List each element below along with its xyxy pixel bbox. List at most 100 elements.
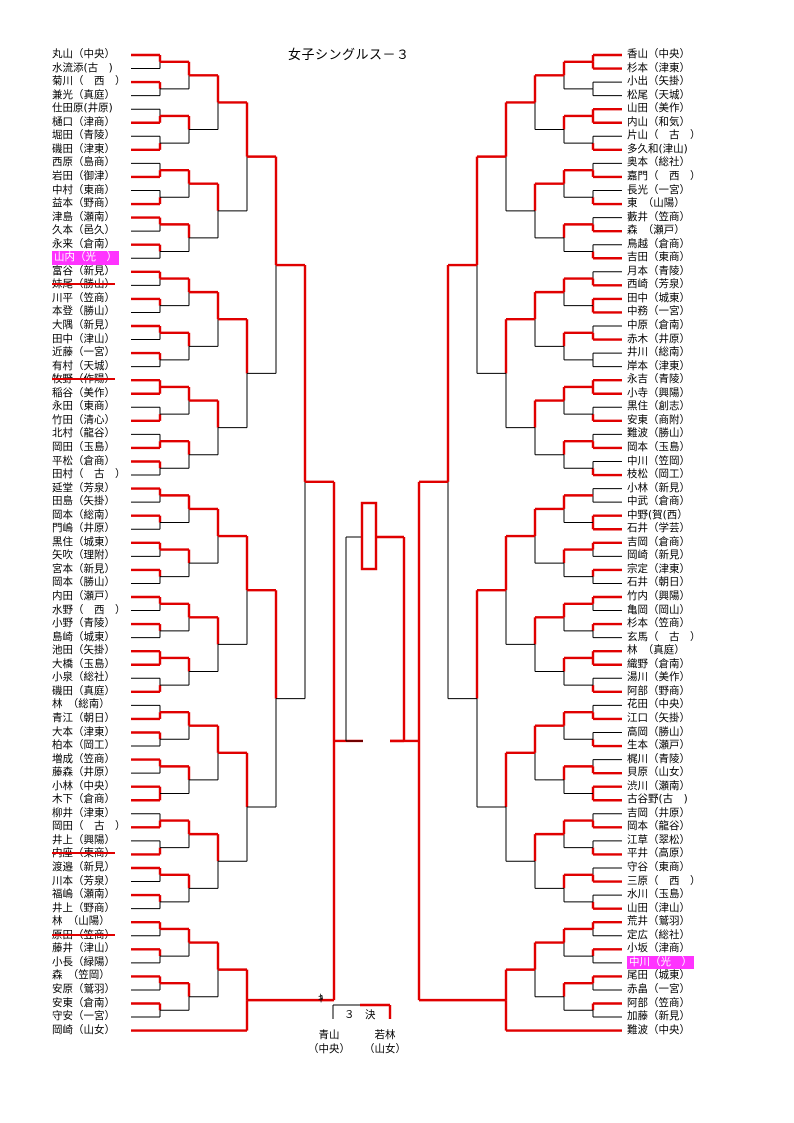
- right-entry-56: 吉岡（井原）: [627, 806, 690, 819]
- third-place-school-left: （中央）: [308, 1043, 350, 1055]
- right-entry-33: 中武（倉商）: [627, 495, 690, 508]
- right-entry-64: 荒井（鷲羽）: [627, 915, 690, 928]
- right-entry-27: 安東（商附）: [627, 413, 690, 426]
- right-entry-58: 江草（翠松）: [627, 833, 690, 846]
- right-entry-1: 杉本（津東）: [627, 61, 690, 74]
- left-entry-2: 菊川（ 西 ）: [52, 75, 126, 88]
- third-place-player-right: 若林: [374, 1029, 396, 1041]
- right-entry-37: 岡崎（新見）: [627, 549, 690, 562]
- left-entry-25: 稲谷（美作）: [52, 386, 115, 399]
- right-entry-41: 亀岡（岡山）: [627, 603, 690, 616]
- right-entry-30: 中川（笠岡）: [627, 454, 690, 467]
- left-entry-19: 本登（勝山）: [52, 305, 115, 318]
- right-entry-50: 高岡（勝山）: [627, 725, 690, 738]
- left-entry-32: 延堂（芳泉）: [52, 481, 115, 494]
- left-entry-27: 竹田（清心）: [52, 413, 115, 426]
- left-entry-64: 林 （山陽）: [52, 915, 110, 928]
- right-entry-14: 鳥越（倉商）: [627, 237, 690, 250]
- right-entry-19: 中務（一宮）: [627, 305, 690, 318]
- right-entry-0: 香山（中央）: [627, 48, 690, 60]
- right-entry-32: 小林（新見）: [627, 481, 690, 494]
- left-entry-30: 平松（倉商）: [52, 454, 115, 467]
- right-entry-13: 森 （瀬戸）: [627, 224, 685, 237]
- right-entry-18: 田中（城東）: [627, 291, 690, 304]
- left-entry-29: 岡田（玉島）: [52, 440, 115, 453]
- left-entry-61: 川本（芳泉）: [52, 874, 115, 887]
- right-entry-48: 花田（中央）: [627, 698, 690, 711]
- left-entry-67: 小長（緑陽）: [52, 955, 115, 968]
- left-entry-11: 益本（野商）: [52, 197, 115, 210]
- left-entry-21: 田中（津山）: [52, 332, 115, 345]
- left-entry-35: 門嶋（井原）: [52, 522, 115, 535]
- left-entry-24: 牧野（作陽）: [52, 373, 115, 386]
- right-entry-69: 赤畠（一宮）: [627, 982, 690, 995]
- left-entry-33: 田島（矢掛）: [52, 495, 115, 508]
- left-entry-10: 中村（東商）: [52, 183, 115, 196]
- left-entry-46: 小泉（総社）: [52, 671, 115, 684]
- right-entry-68: 尾田（城東）: [627, 969, 690, 982]
- left-entry-63: 井上（野商）: [52, 901, 115, 914]
- right-entry-8: 奥本（総社）: [627, 156, 690, 169]
- left-entry-57: 岡田（ 古 ）: [52, 820, 126, 833]
- right-entry-29: 岡本（玉島）: [627, 440, 690, 453]
- right-entry-31: 枝松（岡工）: [627, 468, 690, 481]
- right-entry-21: 赤木（井原）: [627, 332, 690, 345]
- left-entry-5: 樋口（津商）: [52, 115, 115, 128]
- right-entry-2: 小出（矢掛）: [627, 75, 690, 88]
- left-entry-9: 岩田（御津）: [52, 169, 115, 182]
- left-entry-13: 久本（邑久）: [52, 224, 115, 237]
- right-entry-59: 平井（高原）: [627, 847, 690, 860]
- right-entry-62: 水川（玉島）: [627, 888, 690, 901]
- left-entry-70: 安東（倉南）: [52, 996, 115, 1009]
- left-entry-66: 藤井（津山）: [52, 942, 115, 955]
- left-entry-60: 渡邉（新見）: [52, 861, 115, 873]
- right-entry-22: 井川（総南）: [627, 346, 690, 359]
- right-entry-26: 黒住（創志）: [627, 400, 690, 413]
- left-entry-42: 小野（青陵）: [52, 617, 115, 630]
- right-entry-66: 小坂（津商）: [627, 942, 690, 955]
- right-entry-60: 守谷（東商）: [627, 861, 690, 873]
- left-entry-58: 井上（興陽）: [52, 833, 115, 846]
- right-entry-46: 湯川（美作）: [627, 671, 690, 684]
- page-title: 女子シングルス－３: [288, 48, 410, 63]
- right-entry-5: 内山（和気）: [627, 115, 690, 128]
- left-entry-62: 福嶋（瀬南）: [52, 888, 115, 901]
- left-entry-26: 永田（東商）: [52, 400, 115, 413]
- right-entry-3: 松尾（天城）: [627, 88, 690, 101]
- left-entry-72: 岡崎（山女）: [52, 1023, 115, 1036]
- right-entry-38: 宗定（津東）: [627, 562, 690, 575]
- right-entry-40: 竹内（興陽）: [627, 590, 690, 602]
- right-entry-53: 貝原（山女）: [627, 766, 690, 779]
- left-entry-49: 青江（朝日）: [52, 711, 115, 724]
- left-entry-8: 西原（島商）: [52, 156, 115, 169]
- left-entry-14: 永来（倉南）: [52, 237, 115, 250]
- right-entry-17: 西崎（芳泉）: [627, 278, 690, 291]
- left-entry-41: 水野（ 西 ）: [52, 603, 126, 616]
- left-entry-68: 森 （笠岡）: [52, 969, 110, 982]
- left-entry-47: 磯田（真庭）: [52, 684, 115, 697]
- left-entry-59: 内座（東商）: [52, 847, 115, 860]
- right-entry-54: 渋川（瀬南）: [627, 779, 690, 792]
- left-entry-18: 川平（笠商）: [52, 291, 115, 304]
- right-entry-45: 織野（倉南）: [627, 657, 690, 670]
- right-entry-47: 阿部（野商）: [627, 684, 690, 697]
- right-entry-34: 中野(賀(西）: [627, 508, 688, 521]
- right-entry-9: 嘉門（ 西 ）: [627, 169, 701, 182]
- left-entry-1: 水流添(古 ): [52, 61, 113, 74]
- left-entry-31: 田村（ 古 ）: [52, 468, 126, 481]
- third-place-player-left: 青山: [318, 1029, 340, 1041]
- right-entry-57: 岡本（龍谷）: [627, 820, 690, 833]
- right-entry-11: 東 （山陽）: [627, 197, 685, 210]
- left-entry-71: 守安（一宮）: [52, 1010, 115, 1023]
- right-entry-61: 三原（ 西 ）: [627, 874, 701, 887]
- left-entry-37: 矢吹（理附）: [52, 549, 115, 562]
- third-place-mark: ｷ: [318, 992, 324, 1005]
- left-entry-54: 小林（中央）: [52, 779, 115, 792]
- right-entry-63: 山田（津山）: [627, 901, 690, 914]
- left-entry-51: 柏本（岡工）: [52, 739, 115, 752]
- right-entry-71: 加藤（新見）: [627, 1010, 690, 1023]
- right-entry-12: 藪井（笠商）: [627, 210, 690, 223]
- left-entry-22: 近藤（一宮）: [52, 346, 115, 359]
- left-entry-3: 兼光（真庭）: [52, 88, 115, 101]
- left-entry-69: 安原（鷲羽）: [52, 982, 115, 995]
